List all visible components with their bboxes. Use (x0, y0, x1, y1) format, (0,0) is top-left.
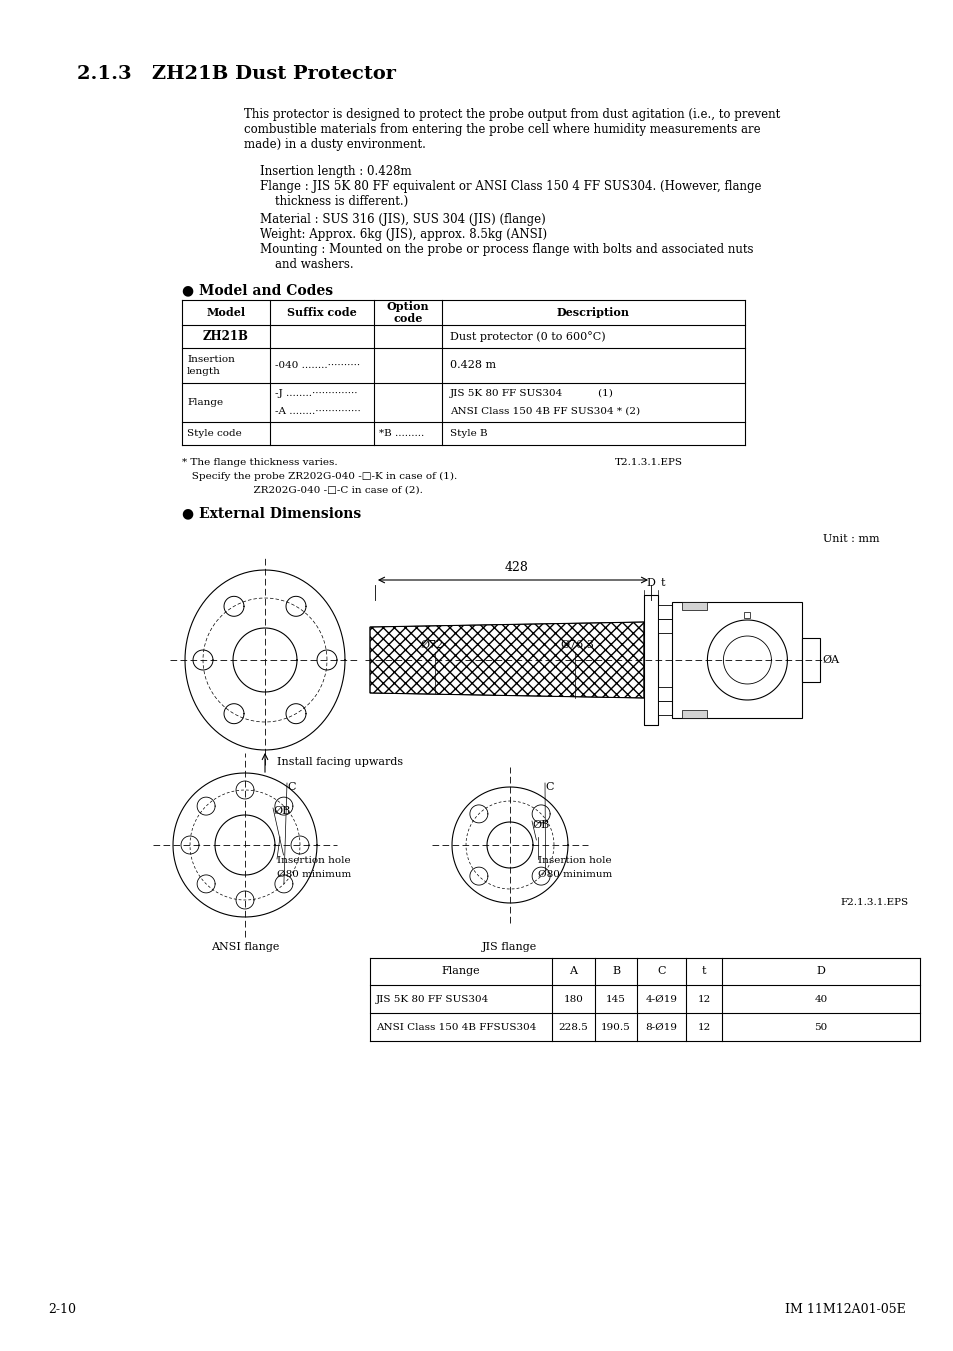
Text: -J ........··············: -J ........·············· (274, 389, 357, 399)
Text: ANSI Class 150 4B FF SUS304 * (2): ANSI Class 150 4B FF SUS304 * (2) (450, 407, 639, 416)
Text: ØB: ØB (532, 820, 549, 830)
Text: 2.1.3   ZH21B Dust Protector: 2.1.3 ZH21B Dust Protector (77, 65, 395, 82)
Text: Material : SUS 316 (JIS), SUS 304 (JIS) (flange): Material : SUS 316 (JIS), SUS 304 (JIS) … (260, 213, 545, 226)
Text: 40: 40 (814, 994, 827, 1004)
Text: 12: 12 (697, 1023, 710, 1032)
Text: 0.428 m: 0.428 m (450, 361, 496, 370)
Text: T2.1.3.1.EPS: T2.1.3.1.EPS (615, 458, 682, 467)
Text: C: C (544, 782, 553, 792)
Text: C: C (287, 782, 295, 792)
Text: combustible materials from entering the probe cell where humidity measurements a: combustible materials from entering the … (244, 123, 760, 136)
Text: Option
code: Option code (386, 301, 429, 324)
Text: Description: Description (557, 307, 629, 317)
Text: Mounting : Mounted on the probe or process flange with bolts and associated nuts: Mounting : Mounted on the probe or proce… (260, 243, 753, 255)
Text: Flange: Flange (441, 966, 479, 977)
Polygon shape (801, 638, 820, 682)
Text: and washers.: and washers. (260, 258, 354, 272)
Text: Ø72: Ø72 (419, 640, 443, 650)
Text: ØB: ØB (273, 807, 290, 816)
Polygon shape (671, 603, 801, 717)
Text: thickness is different.): thickness is different.) (260, 195, 408, 208)
Text: 12: 12 (697, 994, 710, 1004)
Text: * The flange thickness varies.: * The flange thickness varies. (182, 458, 337, 467)
Text: This protector is designed to protect the probe output from dust agitation (i.e.: This protector is designed to protect th… (244, 108, 780, 122)
Text: ZH21B: ZH21B (203, 330, 249, 343)
Text: Insertion hole: Insertion hole (276, 857, 351, 865)
Polygon shape (681, 603, 706, 611)
Text: Insertion length : 0.428m: Insertion length : 0.428m (260, 165, 411, 178)
Text: ● Model and Codes: ● Model and Codes (182, 282, 333, 297)
Polygon shape (743, 612, 750, 617)
Text: 4-Ø19: 4-Ø19 (645, 994, 677, 1004)
Text: Ø80 minimum: Ø80 minimum (537, 870, 612, 880)
Text: t: t (660, 578, 665, 588)
Text: B: B (611, 966, 619, 977)
Text: Insertion hole: Insertion hole (537, 857, 611, 865)
Text: D: D (645, 578, 654, 588)
Text: ANSI Class 150 4B FFSUS304: ANSI Class 150 4B FFSUS304 (375, 1023, 536, 1032)
Text: 50: 50 (814, 1023, 827, 1032)
Text: ● External Dimensions: ● External Dimensions (182, 507, 361, 520)
Text: JIS 5K 80 FF SUS304           (1): JIS 5K 80 FF SUS304 (1) (450, 389, 613, 399)
Text: Unit : mm: Unit : mm (822, 534, 879, 544)
Text: Dust protector (0 to 600°C): Dust protector (0 to 600°C) (450, 331, 605, 342)
Text: Ø76.3: Ø76.3 (559, 640, 594, 650)
Polygon shape (658, 605, 671, 619)
Text: Model: Model (206, 307, 245, 317)
Text: JIS 5K 80 FF SUS304: JIS 5K 80 FF SUS304 (375, 994, 489, 1004)
Text: Flange : JIS 5K 80 FF equivalent or ANSI Class 150 4 FF SUS304. (However, flange: Flange : JIS 5K 80 FF equivalent or ANSI… (260, 180, 760, 193)
Text: t: t (701, 966, 705, 977)
Text: Insertion
length: Insertion length (187, 355, 234, 376)
Text: ANSI flange: ANSI flange (211, 942, 279, 952)
Text: 190.5: 190.5 (600, 1023, 630, 1032)
Text: Flange: Flange (187, 399, 223, 407)
Text: Suffix code: Suffix code (287, 307, 356, 317)
Text: Install facing upwards: Install facing upwards (276, 757, 403, 767)
Polygon shape (370, 621, 643, 698)
Text: Style code: Style code (187, 430, 241, 438)
Text: A: A (569, 966, 577, 977)
Text: C: C (657, 966, 665, 977)
Polygon shape (658, 688, 671, 701)
Text: IM 11M12A01-05E: IM 11M12A01-05E (784, 1302, 905, 1316)
Text: ØA: ØA (821, 655, 839, 665)
Polygon shape (643, 594, 658, 725)
Text: ZR202G-040 -□-C in case of (2).: ZR202G-040 -□-C in case of (2). (182, 486, 422, 494)
Text: made) in a dusty environment.: made) in a dusty environment. (244, 138, 425, 151)
Text: Specify the probe ZR202G-040 -□-K in case of (1).: Specify the probe ZR202G-040 -□-K in cas… (182, 471, 456, 481)
Text: *B .........: *B ......... (378, 430, 424, 438)
Text: Ø80 minimum: Ø80 minimum (276, 870, 351, 880)
Text: Weight: Approx. 6kg (JIS), approx. 8.5kg (ANSI): Weight: Approx. 6kg (JIS), approx. 8.5kg… (260, 228, 547, 240)
Text: -A ........··············: -A ........·············· (274, 407, 360, 416)
Text: 228.5: 228.5 (558, 1023, 588, 1032)
Text: 8-Ø19: 8-Ø19 (645, 1023, 677, 1032)
Polygon shape (681, 711, 706, 717)
Text: Style B: Style B (450, 430, 487, 438)
Text: JIS flange: JIS flange (482, 942, 537, 952)
Text: F2.1.3.1.EPS: F2.1.3.1.EPS (840, 898, 907, 907)
Text: 145: 145 (605, 994, 625, 1004)
Text: -040 ........··········: -040 ........·········· (274, 361, 359, 370)
Text: 428: 428 (504, 561, 528, 574)
Polygon shape (658, 619, 671, 634)
Text: D: D (816, 966, 824, 977)
Text: 180: 180 (563, 994, 583, 1004)
Polygon shape (658, 701, 671, 715)
Text: 2-10: 2-10 (48, 1302, 76, 1316)
